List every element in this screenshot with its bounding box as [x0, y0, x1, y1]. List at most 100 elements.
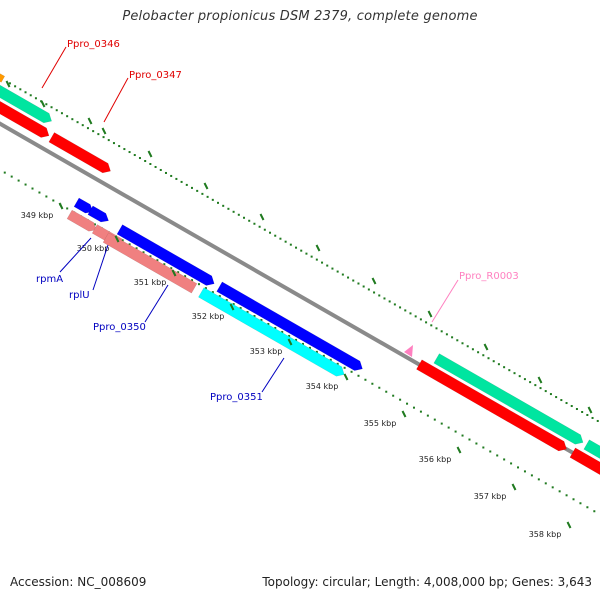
guide-dot — [343, 366, 346, 369]
tick-label: 355 kbp — [364, 419, 397, 428]
guide-dot — [175, 177, 178, 180]
gene-label-rplu: rplU — [69, 290, 90, 301]
guide-dot — [482, 446, 485, 449]
guide-dot — [517, 466, 520, 469]
guide-dot — [551, 486, 554, 489]
guide-dot — [555, 396, 558, 399]
tick-mark — [511, 483, 517, 491]
gene-blue-long1 — [116, 224, 215, 286]
guide-dot — [38, 191, 41, 194]
tick-mark — [287, 338, 293, 346]
guide-dot — [239, 307, 242, 310]
tick-label: 353 kbp — [250, 347, 283, 356]
guide-dot — [461, 342, 464, 345]
guide-dot — [456, 339, 459, 342]
tick-mark — [171, 269, 177, 277]
guide-dot — [549, 393, 552, 396]
guide-dot — [71, 118, 74, 121]
guide-dot — [246, 311, 249, 314]
guide-dot — [308, 346, 311, 349]
guide-dot — [118, 145, 121, 148]
guide-dot — [170, 267, 173, 270]
guide-dot — [510, 462, 513, 465]
tick-label: 349 kbp — [21, 211, 54, 220]
guide-dot — [471, 348, 474, 351]
tick-label: 357 kbp — [474, 492, 507, 501]
tick-mark — [343, 373, 349, 381]
guide-dot — [357, 374, 360, 377]
tick-label: 352 kbp — [192, 312, 225, 321]
guide-dot — [430, 324, 433, 327]
guide-dot — [243, 216, 246, 219]
guide-dot — [558, 490, 561, 493]
guide-dot — [24, 183, 27, 186]
guide-dot — [45, 195, 48, 198]
gene-label-ppro0351: Ppro_0351 — [210, 392, 263, 403]
guide-dot — [593, 510, 596, 513]
guide-dot — [128, 151, 131, 154]
guide-dot — [156, 259, 159, 262]
guide-dot — [289, 243, 292, 246]
genome-backbone-line — [0, 121, 600, 471]
guide-dot — [315, 258, 318, 261]
guide-dot — [518, 375, 521, 378]
guide-dot — [281, 330, 284, 333]
guide-dot — [544, 390, 547, 393]
guide-dot — [586, 413, 589, 416]
tick-mark — [566, 521, 572, 529]
gene-right-green — [433, 353, 584, 445]
guide-dot — [66, 115, 69, 118]
guide-dot — [426, 414, 429, 417]
gene-right-red2 — [569, 447, 600, 476]
guide-dot — [107, 139, 110, 142]
guide-dot — [232, 303, 235, 306]
guide-dot — [138, 157, 141, 160]
tick-mark — [401, 410, 407, 418]
gene-right-red — [416, 359, 567, 452]
guide-dot — [197, 283, 200, 286]
guide-dot — [185, 183, 188, 186]
guide-dot — [451, 336, 454, 339]
guide-dot — [373, 291, 376, 294]
dotted-guide-lines — [3, 82, 599, 513]
guide-dot — [579, 502, 582, 505]
guide-dot — [177, 271, 180, 274]
accession-text: Accession: NC_008609 — [10, 575, 147, 589]
guide-dot — [263, 228, 266, 231]
guide-dot — [529, 381, 532, 384]
guide-dot — [76, 121, 79, 124]
guide-dot — [248, 219, 251, 222]
guide-dot — [409, 312, 412, 315]
guide-dot — [350, 370, 353, 373]
guide-dot — [447, 426, 450, 429]
gene-features — [0, 73, 600, 476]
guide-dot — [326, 264, 329, 267]
gene-label-ppro0346: Ppro_0346 — [67, 39, 120, 50]
guide-dot — [570, 405, 573, 408]
guide-dot — [508, 369, 511, 372]
guide-dot — [315, 350, 318, 353]
gene-rpmA — [66, 209, 97, 232]
guide-dot — [253, 315, 256, 318]
gene-ppro0351 — [198, 287, 345, 377]
tick-label: 356 kbp — [419, 455, 452, 464]
guide-dot — [487, 357, 490, 360]
guide-dot — [477, 351, 480, 354]
guide-dot — [274, 234, 277, 237]
tick-mark — [427, 310, 433, 318]
tick-mark — [483, 343, 489, 351]
gene-label-rpma: rpmA — [36, 274, 63, 285]
leader-line — [261, 357, 285, 393]
guide-dot — [523, 378, 526, 381]
tick-mark — [101, 127, 107, 135]
guide-dot — [52, 199, 55, 202]
guide-dot — [184, 275, 187, 278]
tick-mark — [229, 303, 235, 311]
guide-dot — [322, 354, 325, 357]
guide-dot — [144, 160, 147, 163]
guide-dot — [414, 315, 417, 318]
genome-backbone — [0, 121, 600, 471]
genome-summary-text: Topology: circular; Length: 4,008,000 bp… — [262, 575, 592, 589]
tick-label: 358 kbp — [529, 530, 562, 539]
guide-dot — [133, 154, 136, 157]
